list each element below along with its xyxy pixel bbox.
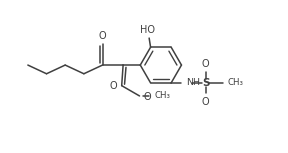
Text: O: O — [110, 81, 118, 91]
Text: S: S — [202, 78, 209, 88]
Text: O: O — [202, 59, 209, 69]
Text: CH₃: CH₃ — [154, 91, 170, 101]
Text: NH: NH — [186, 78, 200, 87]
Text: CH₃: CH₃ — [228, 78, 244, 87]
Text: O: O — [99, 32, 106, 41]
Text: HO: HO — [140, 25, 155, 35]
Text: O: O — [144, 92, 151, 102]
Text: O: O — [202, 97, 209, 107]
